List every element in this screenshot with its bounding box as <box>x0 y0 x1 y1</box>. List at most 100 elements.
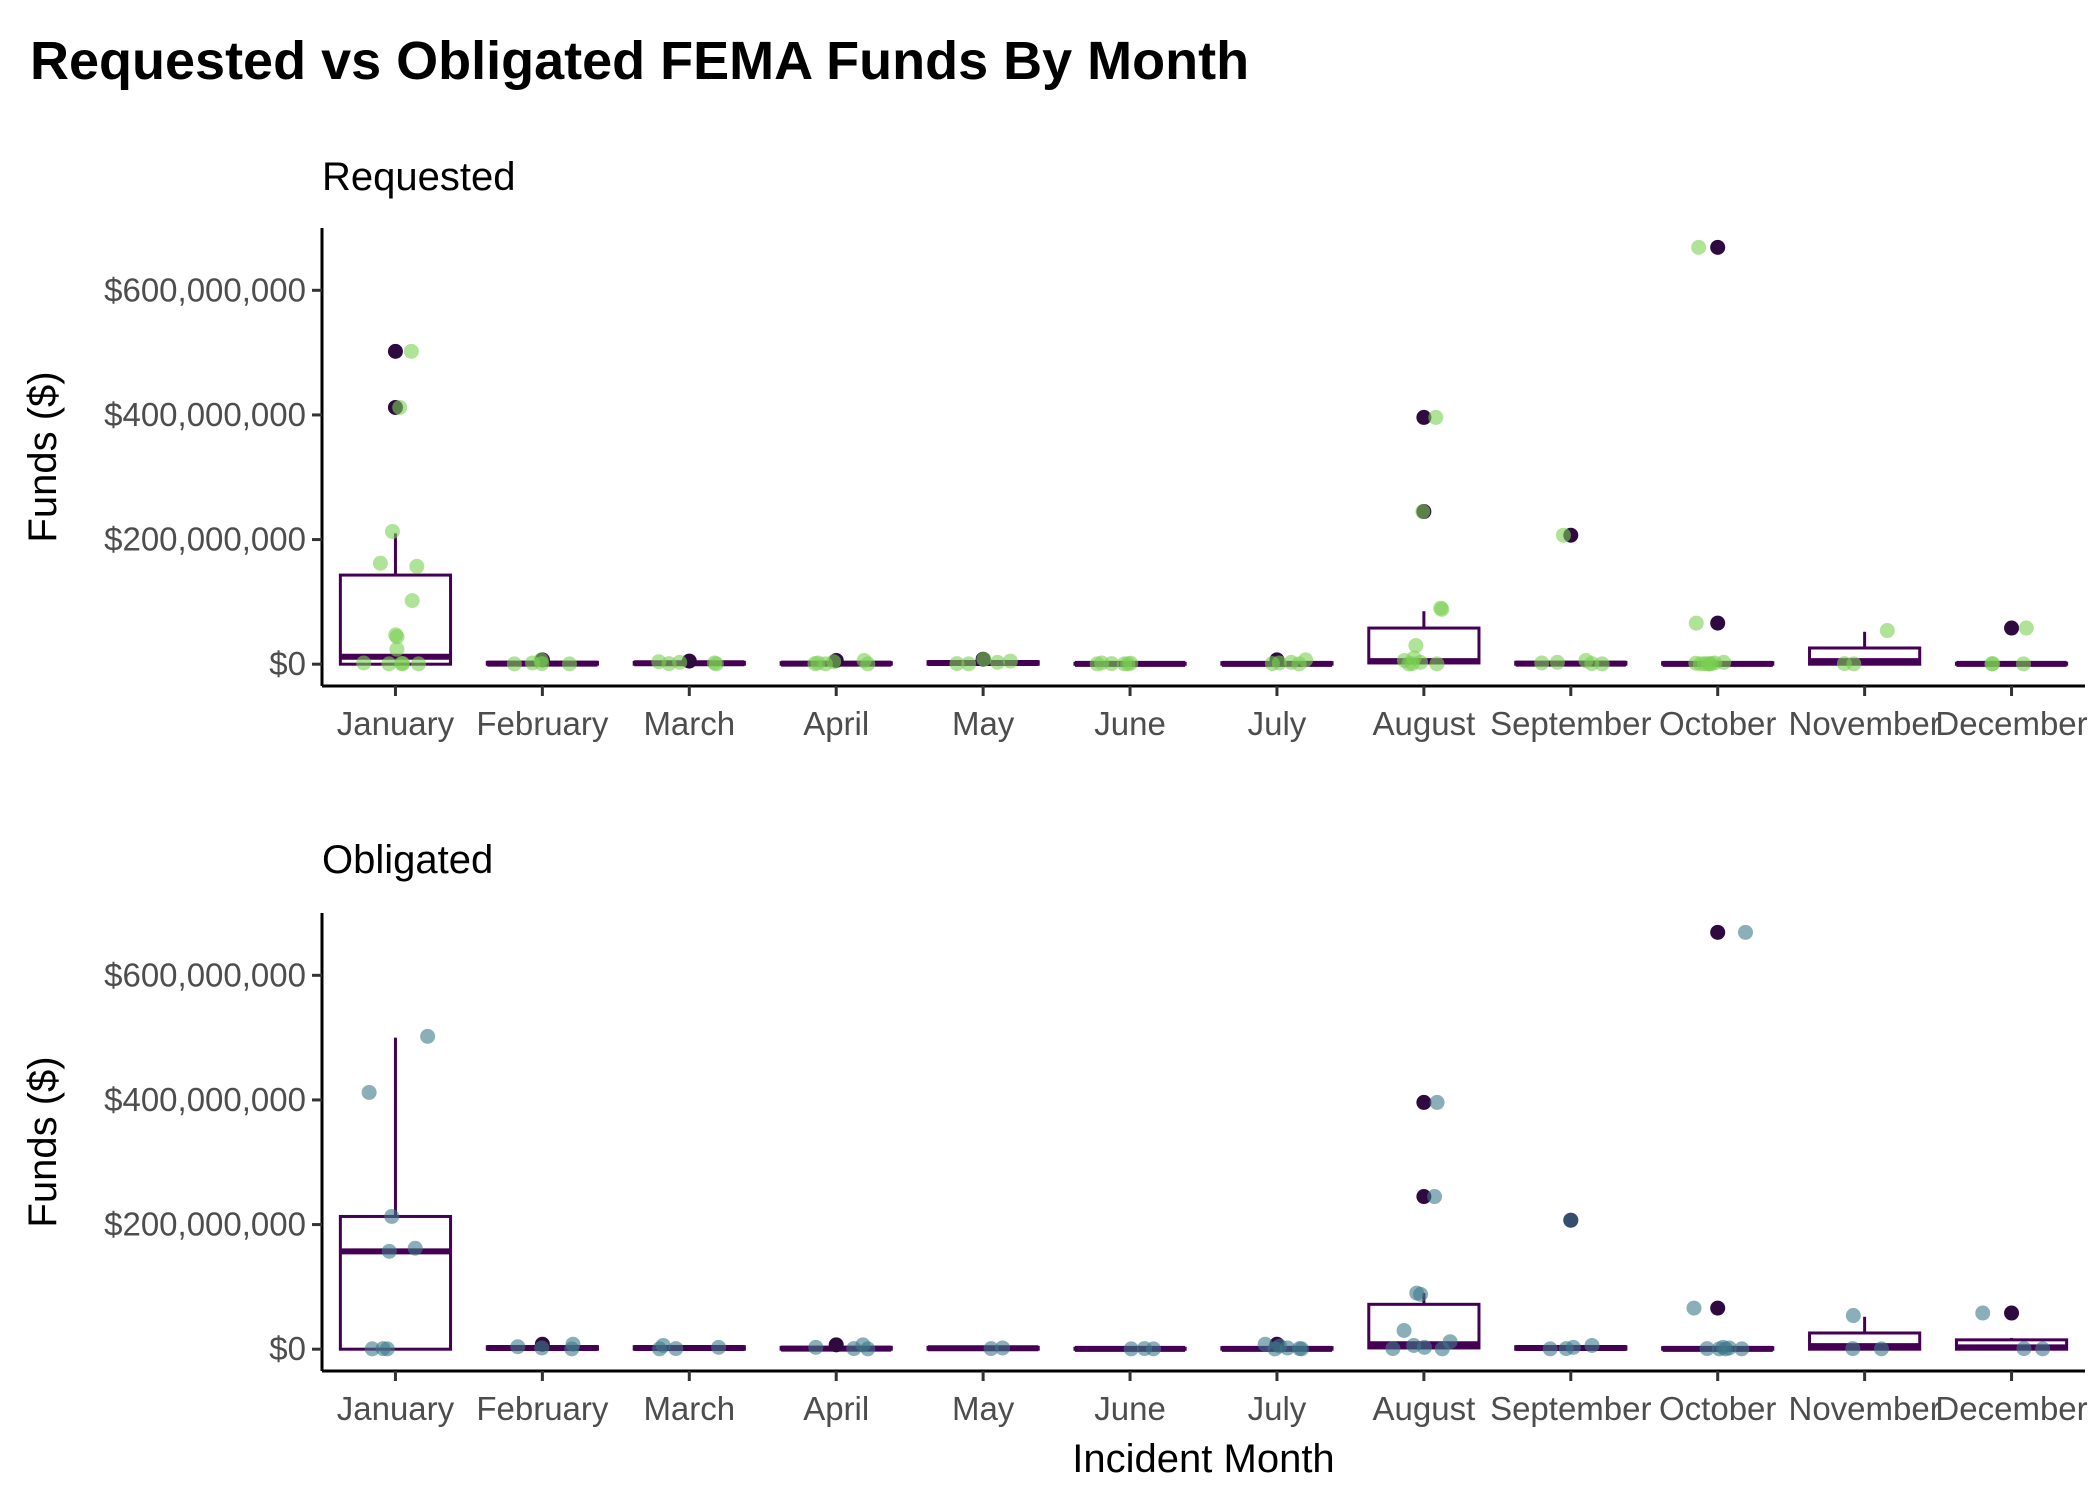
data-point <box>1401 656 1417 672</box>
data-point <box>407 1240 423 1256</box>
data-point <box>1434 1341 1450 1357</box>
data-point <box>420 1028 436 1044</box>
box-obligated-december <box>1954 1337 2069 1351</box>
data-point <box>1002 653 1018 669</box>
data-point <box>1280 1340 1296 1356</box>
data-point <box>983 1341 999 1357</box>
x-tick-label-june: June <box>1094 1390 1166 1427</box>
data-point <box>1264 656 1280 672</box>
x-tick-label-december: December <box>1935 705 2087 742</box>
data-point <box>1558 1341 1574 1357</box>
data-point <box>389 629 405 645</box>
data-point <box>1116 656 1132 672</box>
data-point <box>1429 1094 1445 1110</box>
data-point <box>506 656 522 672</box>
data-point <box>1413 1286 1429 1302</box>
data-point <box>668 1341 684 1357</box>
data-point <box>1737 924 1753 940</box>
data-point <box>411 656 427 672</box>
outlier-point <box>1416 1189 1432 1205</box>
data-point <box>534 1340 550 1356</box>
data-point <box>1734 1341 1750 1357</box>
x-tick-label-september: September <box>1490 1390 1651 1427</box>
data-point <box>860 1341 876 1357</box>
data-point <box>1984 656 2000 672</box>
data-point <box>1975 1305 1991 1321</box>
data-point <box>708 656 724 672</box>
data-point <box>1104 656 1120 672</box>
data-point <box>1089 656 1105 672</box>
panel-requested: Requested $0 $200,000,000 $400,000,000 $600,… <box>21 155 2088 742</box>
data-point <box>379 1341 395 1357</box>
x-tick-label-october: October <box>1659 1390 1776 1427</box>
data-point <box>1123 1341 1139 1357</box>
box-obligated-november <box>1808 1316 1922 1351</box>
x-tick-label-june: June <box>1094 705 1166 742</box>
box-iqr <box>1808 646 1922 666</box>
y-tick-label: $600,000,000 <box>104 271 306 308</box>
data-point <box>392 399 408 415</box>
data-point <box>381 656 397 672</box>
x-tick-label-march: March <box>643 1390 735 1427</box>
data-point <box>361 1084 377 1100</box>
data-point <box>846 1341 862 1357</box>
data-point <box>534 656 550 672</box>
data-point <box>1427 1189 1443 1205</box>
x-tick-label-may: May <box>952 705 1015 742</box>
data-point <box>1691 239 1707 255</box>
data-point <box>1584 1337 1600 1353</box>
data-point <box>1415 504 1431 520</box>
box-iqr <box>338 1214 453 1351</box>
x-tick-label-march: March <box>643 705 735 742</box>
box-obligated-january <box>338 1037 453 1351</box>
x-tick-label-november: November <box>1789 705 1941 742</box>
data-point <box>1688 615 1704 631</box>
box-obligated-march <box>632 1344 746 1351</box>
data-point <box>949 656 965 672</box>
outlier-point <box>828 1337 844 1353</box>
data-point <box>1718 1341 1734 1357</box>
data-point <box>384 1208 400 1224</box>
data-point <box>1549 654 1565 670</box>
data-point <box>395 656 411 672</box>
panel-title-requested: Requested <box>322 155 515 199</box>
y-tick-label: $400,000,000 <box>104 1081 306 1118</box>
data-point <box>381 1243 397 1259</box>
y-tick-label: $0 <box>269 645 306 682</box>
x-tick-label-january: January <box>337 705 455 742</box>
x-tick-label-april: April <box>803 705 869 742</box>
y-tick-label: $600,000,000 <box>104 956 306 993</box>
x-tick-label-september: September <box>1490 705 1651 742</box>
x-tick-label-january: January <box>337 1390 455 1427</box>
data-point <box>995 1340 1011 1356</box>
y-tick-label: $0 <box>269 1330 306 1367</box>
outlier-point <box>2004 620 2020 636</box>
data-point <box>356 655 372 671</box>
data-point <box>409 558 425 574</box>
y-axis-title: Funds ($) <box>21 371 65 542</box>
data-point <box>1429 656 1445 672</box>
data-point <box>1416 1339 1432 1355</box>
data-point <box>1294 1341 1310 1357</box>
data-point <box>1542 1341 1558 1357</box>
data-point <box>990 654 1006 670</box>
data-point <box>1408 637 1424 653</box>
chart-title: Requested vs Obligated FEMA Funds By Mon… <box>30 31 1250 91</box>
data-point <box>976 651 992 667</box>
x-tick-label-august: August <box>1373 1390 1476 1427</box>
data-point <box>1145 1341 1161 1357</box>
data-point <box>1396 1322 1412 1338</box>
data-point <box>1594 656 1610 672</box>
x-tick-label-october: October <box>1659 705 1776 742</box>
data-point <box>1686 1300 1702 1316</box>
x-tick-label-july: July <box>1248 1390 1307 1427</box>
x-tick-label-july: July <box>1248 705 1307 742</box>
data-point <box>817 656 833 672</box>
data-point <box>2018 620 2034 636</box>
data-point <box>510 1339 526 1355</box>
x-tick-label-april: April <box>803 1390 869 1427</box>
panel-title-obligated: Obligated <box>322 838 493 882</box>
x-tick-label-february: February <box>476 705 609 742</box>
x-tick-label-may: May <box>952 1390 1015 1427</box>
data-point <box>364 1341 380 1357</box>
